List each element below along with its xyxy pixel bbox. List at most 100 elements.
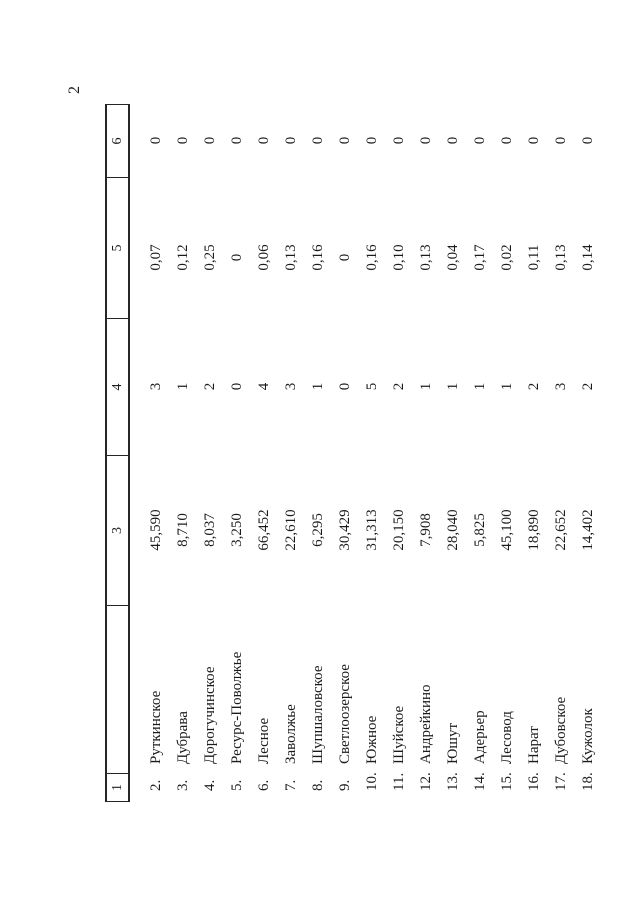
row-name: Дубовское xyxy=(553,696,569,764)
cell-col5: 0,17 xyxy=(472,244,488,271)
cell-col5: 0,13 xyxy=(553,244,569,271)
row-number: 8. xyxy=(310,779,326,791)
cell-col6: 0 xyxy=(526,136,542,145)
table-row: 12. Андрейкино 7,908 1 0,13 0 xyxy=(413,104,440,802)
table-row: 2. Руткинское 45,590 3 0,07 0 xyxy=(143,104,170,802)
cell-col3: 7,908 xyxy=(418,513,434,547)
cell-col3: 14,402 xyxy=(580,509,596,551)
row-name: Ресурс-Поволжье xyxy=(229,651,245,764)
cell-col6: 0 xyxy=(445,136,461,145)
cell-col6: 0 xyxy=(553,136,569,145)
cell-col6: 0 xyxy=(310,136,326,145)
cell-col3: 22,610 xyxy=(283,509,299,551)
table-row: 7. Заволжье 22,610 3 0,13 0 xyxy=(278,104,305,802)
row-number: 10. xyxy=(364,772,380,791)
table-row: 9. Светлоозерское 30,429 0 0 0 xyxy=(332,104,359,802)
cell-col5: 0,04 xyxy=(445,244,461,271)
cell-col4: 0 xyxy=(337,382,353,391)
cell-col3: 20,150 xyxy=(391,509,407,551)
row-name: Южное xyxy=(364,715,380,764)
cell-col6: 0 xyxy=(256,136,272,145)
row-number: 7. xyxy=(283,779,299,791)
header-cell-1: 1 xyxy=(107,773,128,802)
cell-col5: 0,25 xyxy=(202,244,218,271)
row-number: 14. xyxy=(472,772,488,791)
row-number: 6. xyxy=(256,779,272,791)
header-cell-5: 5 xyxy=(107,177,128,318)
table-row: 18. Кужолок 14,402 2 0,14 0 xyxy=(575,104,602,802)
row-number: 12. xyxy=(418,772,434,791)
table-row: 17. Дубовское 22,652 3 0,13 0 xyxy=(548,104,575,802)
cell-col6: 0 xyxy=(229,136,245,145)
cell-col6: 0 xyxy=(472,136,488,145)
cell-col3: 31,313 xyxy=(364,509,380,551)
cell-col3: 5,825 xyxy=(472,513,488,547)
cell-col6: 0 xyxy=(499,136,515,145)
table-row: 15. Лесовод 45,100 1 0,02 0 xyxy=(494,104,521,802)
table-header-row: 1 3 4 5 6 xyxy=(105,104,130,802)
cell-col3: 28,040 xyxy=(445,509,461,551)
table-row: 3. Дубрава 8,710 1 0,12 0 xyxy=(170,104,197,802)
cell-col6: 0 xyxy=(364,136,380,145)
cell-col4: 1 xyxy=(472,382,488,391)
cell-col3: 22,652 xyxy=(553,509,569,551)
cell-col5: 0,13 xyxy=(283,244,299,271)
page-number: 2 xyxy=(66,86,83,94)
row-name: Руткинское xyxy=(148,690,164,764)
cell-col3: 30,429 xyxy=(337,509,353,551)
cell-col5: 0 xyxy=(337,253,353,262)
table-row: 4. Дорогучинское 8,037 2 0,25 0 xyxy=(197,104,224,802)
row-number: 11. xyxy=(391,772,407,791)
row-number: 2. xyxy=(148,779,164,791)
row-number: 9. xyxy=(337,779,353,791)
cell-col4: 3 xyxy=(148,382,164,391)
row-number: 13. xyxy=(445,772,461,791)
cell-col3: 8,037 xyxy=(202,513,218,547)
table-body: 2. Руткинское 45,590 3 0,07 0 3. Дубрава… xyxy=(143,104,602,802)
cell-col3: 18,890 xyxy=(526,509,542,551)
data-table: 1 3 4 5 6 2. Руткинское 45,590 3 0,07 0 … xyxy=(105,104,602,802)
row-number: 4. xyxy=(202,779,218,791)
row-name: Заволжье xyxy=(283,704,299,764)
cell-col4: 2 xyxy=(391,382,407,391)
cell-col6: 0 xyxy=(148,136,164,145)
cell-col5: 0,16 xyxy=(364,244,380,271)
table-row: 6. Лесное 66,452 4 0,06 0 xyxy=(251,104,278,802)
cell-col3: 66,452 xyxy=(256,509,272,551)
cell-col5: 0,14 xyxy=(580,244,596,271)
cell-col3: 6,295 xyxy=(310,513,326,547)
table-row: 13. Юшут 28,040 1 0,04 0 xyxy=(440,104,467,802)
row-name: Адерьер xyxy=(472,710,488,764)
cell-col5: 0,02 xyxy=(499,244,515,271)
cell-col6: 0 xyxy=(283,136,299,145)
cell-col5: 0,06 xyxy=(256,244,272,271)
row-number: 5. xyxy=(229,779,245,791)
cell-col3: 45,100 xyxy=(499,509,515,551)
cell-col4: 0 xyxy=(229,382,245,391)
row-name: Юшут xyxy=(445,722,461,764)
row-number: 15. xyxy=(499,772,515,791)
table-row: 16. Нарат 18,890 2 0,11 0 xyxy=(521,104,548,802)
cell-col5: 0,11 xyxy=(526,244,542,271)
row-name: Светлоозерское xyxy=(337,664,353,764)
cell-col4: 4 xyxy=(256,382,272,391)
cell-col5: 0,07 xyxy=(148,244,164,271)
cell-col4: 3 xyxy=(283,382,299,391)
cell-col5: 0 xyxy=(229,253,245,262)
header-cell-6: 6 xyxy=(107,104,128,177)
header-cell-4: 4 xyxy=(107,318,128,455)
header-cell-3: 3 xyxy=(107,455,128,605)
cell-col4: 1 xyxy=(418,382,434,391)
cell-col4: 1 xyxy=(499,382,515,391)
row-name: Шуйское xyxy=(391,705,407,764)
row-name: Кужолок xyxy=(580,708,596,764)
header-cell-2 xyxy=(107,605,128,773)
row-name: Лесовод xyxy=(499,711,515,764)
cell-col4: 1 xyxy=(445,382,461,391)
cell-col6: 0 xyxy=(580,136,596,145)
cell-col4: 5 xyxy=(364,382,380,391)
row-number: 18. xyxy=(580,772,596,791)
cell-col5: 0,16 xyxy=(310,244,326,271)
row-number: 17. xyxy=(553,772,569,791)
